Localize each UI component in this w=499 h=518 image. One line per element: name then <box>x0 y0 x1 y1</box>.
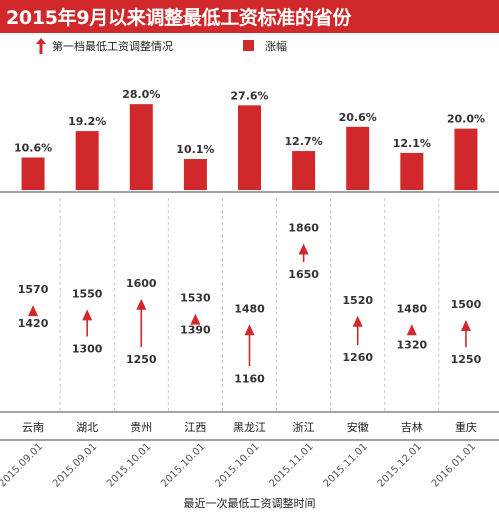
wage-from-label: 1250 <box>126 353 157 366</box>
legend-bar-label: 涨幅 <box>265 40 287 53</box>
wage-to-label: 1480 <box>234 302 265 315</box>
wage-arrow-head <box>406 324 417 336</box>
category-label: 重庆 <box>455 420 477 434</box>
wage-to-label: 1550 <box>72 287 103 300</box>
category-label: 黑龙江 <box>233 421 266 434</box>
bar-云南 <box>21 157 45 190</box>
bar-湖北 <box>75 131 99 190</box>
category-label: 云南 <box>22 421 44 434</box>
chart-title: 2015年9月以来调整最低工资标准的省份 <box>6 7 352 29</box>
bar-value-label: 12.1% <box>393 137 431 150</box>
wage-arrow-head <box>244 324 255 336</box>
wage-to-label: 1520 <box>342 294 373 307</box>
date-tick-label: 2015.09.01 <box>0 441 45 489</box>
bar-value-label: 27.6% <box>230 89 268 102</box>
category-label: 浙江 <box>293 421 315 434</box>
bar-value-label: 12.7% <box>285 135 323 148</box>
category-label: 江西 <box>184 421 206 434</box>
wage-arrow-head <box>82 309 93 321</box>
date-tick-label: 2015.09.01 <box>51 441 99 489</box>
wage-arrow-head <box>190 313 201 325</box>
wage-from-label: 1650 <box>288 268 319 281</box>
bar-value-label: 20.6% <box>339 111 377 124</box>
wage-from-label: 1160 <box>234 372 265 385</box>
wage-to-label: 1530 <box>180 292 211 305</box>
bar-江西 <box>183 159 207 190</box>
bar-value-label: 19.2% <box>68 115 106 128</box>
wage-to-label: 1500 <box>451 298 482 311</box>
wage-arrow-head <box>460 320 471 331</box>
bar-value-label: 20.0% <box>447 113 485 126</box>
bar-浙江 <box>292 151 316 190</box>
bar-value-label: 10.1% <box>176 143 214 156</box>
wage-arrow-head <box>28 305 39 317</box>
legend-bar-swatch <box>243 40 254 51</box>
bar-value-label: 10.6% <box>14 141 52 154</box>
wage-from-label: 1250 <box>451 353 482 366</box>
title-bar: 2015年9月以来调整最低工资标准的省份 <box>0 0 499 33</box>
wage-to-label: 1570 <box>18 283 49 296</box>
bar-安徽 <box>346 126 370 190</box>
date-tick-label: 2015.11.01 <box>322 441 370 489</box>
wage-from-label: 1420 <box>18 317 49 330</box>
wage-arrow-head <box>352 315 363 327</box>
wage-from-label: 1320 <box>397 338 428 351</box>
bar-黑龙江 <box>238 105 261 190</box>
date-tick-label: 2015.12.01 <box>376 441 424 489</box>
bar-重庆 <box>454 128 478 190</box>
date-tick-label: 2015.10.01 <box>213 441 261 489</box>
wage-to-label: 1480 <box>397 302 428 315</box>
wage-arrow-head <box>136 298 147 310</box>
x-axis-title: 最近一次最低工资调整时间 <box>183 497 316 510</box>
wage-to-label: 1860 <box>288 222 319 235</box>
wage-arrow-head <box>298 243 309 255</box>
date-tick-label: 2016.01.01 <box>430 441 478 489</box>
legend-arrow-label: 第一档最低工资调整情况 <box>52 40 173 53</box>
category-label: 安徽 <box>347 420 369 434</box>
bar-value-label: 28.0% <box>122 88 160 101</box>
date-tick-label: 2015.10.01 <box>105 441 153 489</box>
wage-to-label: 1600 <box>126 277 157 290</box>
wage-from-label: 1260 <box>342 351 373 364</box>
category-label: 贵州 <box>130 421 152 434</box>
date-tick-label: 2015.11.01 <box>267 441 315 489</box>
category-label: 湖北 <box>76 421 98 434</box>
bar-贵州 <box>129 104 153 190</box>
legend-arrow-icon <box>36 38 46 54</box>
wage-from-label: 1390 <box>180 323 211 336</box>
date-tick-label: 2015.10.01 <box>159 441 207 489</box>
category-label: 吉林 <box>401 420 423 434</box>
bar-吉林 <box>400 152 424 190</box>
wage-from-label: 1300 <box>72 343 103 356</box>
